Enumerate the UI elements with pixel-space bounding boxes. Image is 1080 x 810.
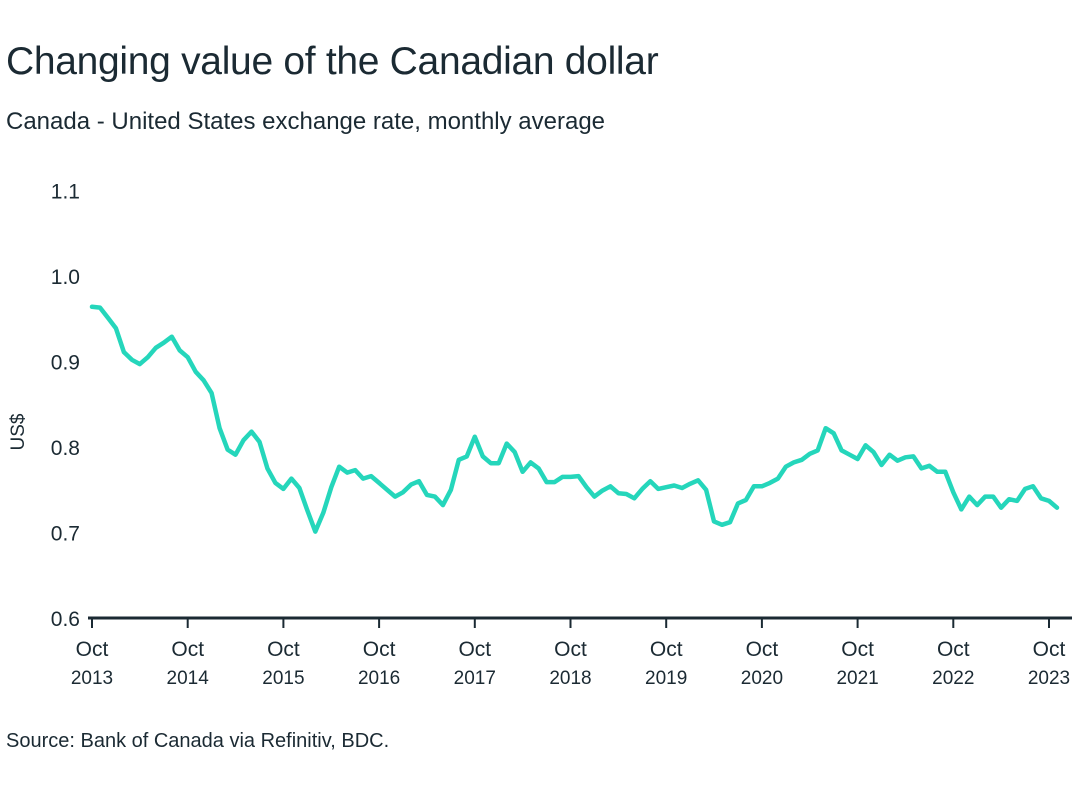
series-line (89, 304, 1060, 534)
y-tick-label: 1.1 (51, 181, 80, 204)
x-tick-month-label: Oct (1033, 638, 1066, 661)
x-tick-month-label: Oct (171, 638, 204, 661)
x-tick-year-label: 2014 (167, 668, 210, 689)
x-tick-month-label: Oct (76, 638, 109, 661)
y-tick-label: 0.9 (51, 352, 80, 375)
y-tick-label: 0.8 (51, 437, 80, 460)
x-tick-month-label: Oct (363, 638, 396, 661)
x-tick-year-label: 2018 (549, 668, 591, 689)
source-note: Source: Bank of Canada via Refinitiv, BD… (6, 730, 390, 752)
x-tick-month-label: Oct (458, 638, 491, 661)
x-tick-year-label: 2023 (1028, 668, 1070, 689)
x-tick-year-label: 2020 (741, 668, 783, 689)
y-tick-label: 1.0 (51, 266, 80, 289)
x-tick-month-label: Oct (746, 638, 779, 661)
x-tick-year-label: 2022 (932, 668, 974, 689)
x-tick-month-label: Oct (841, 638, 874, 661)
y-tick-label: 0.6 (51, 608, 80, 631)
x-tick-year-label: 2017 (454, 668, 496, 689)
x-tick-year-label: 2016 (358, 668, 400, 689)
y-axis-label: US$ (8, 413, 29, 450)
x-tick-month-label: Oct (554, 638, 587, 661)
x-tick-year-label: 2021 (836, 668, 878, 689)
y-tick-label: 0.7 (51, 523, 80, 546)
x-tick-year-label: 2019 (645, 668, 687, 689)
chart-title: Changing value of the Canadian dollar (6, 40, 659, 83)
x-tick-year-label: 2013 (71, 668, 113, 689)
x-tick-month-label: Oct (650, 638, 683, 661)
x-tick-month-label: Oct (937, 638, 970, 661)
x-tick-month-label: Oct (267, 638, 300, 661)
x-tick-year-label: 2015 (262, 668, 304, 689)
chart-subtitle: Canada - United States exchange rate, mo… (6, 108, 606, 135)
